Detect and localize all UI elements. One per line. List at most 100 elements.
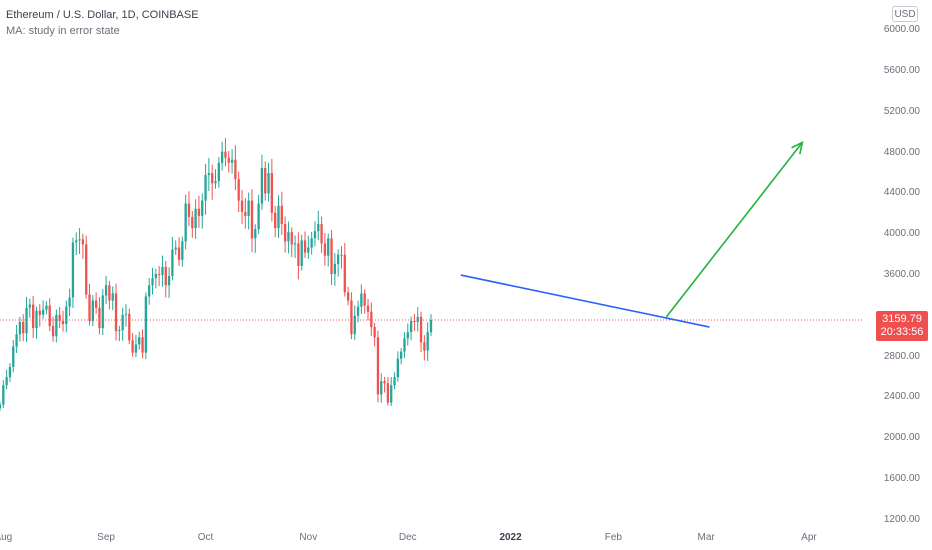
candle-body [370, 311, 373, 328]
y-tick-label: 5600.00 [883, 65, 920, 76]
candle [429, 314, 433, 336]
candle-body [197, 208, 201, 216]
candle [220, 141, 224, 171]
candle-body [5, 377, 8, 386]
candle-body [157, 274, 161, 276]
candle [303, 231, 307, 259]
x-tick-label: Aug [0, 532, 13, 543]
candle-body [201, 200, 204, 216]
candle-body [346, 292, 350, 301]
candle-body [181, 241, 184, 260]
candle-body [211, 173, 214, 184]
candle [131, 333, 134, 357]
candle-body [194, 208, 197, 229]
candle-body [12, 346, 15, 367]
trendline[interactable] [460, 274, 710, 328]
candle-body [373, 327, 376, 338]
candle [35, 306, 38, 339]
candle [373, 322, 376, 347]
candle-body [111, 293, 114, 301]
candle [55, 309, 58, 343]
candle-body [0, 404, 2, 409]
x-tick-label: Apr [801, 532, 817, 543]
candle [280, 191, 283, 235]
candle [363, 289, 366, 314]
candle [65, 300, 68, 333]
candle-body [118, 330, 121, 332]
candle [121, 307, 124, 341]
candle-body [217, 162, 220, 182]
candle [85, 235, 88, 299]
candle-body [124, 313, 128, 315]
candle-body [409, 320, 413, 333]
candle-body [28, 304, 31, 308]
candle [28, 298, 31, 318]
candle-body [65, 306, 68, 325]
study-status: MA: study in error state [6, 25, 120, 37]
last-price-tag: 3159.79 20:33:56 [876, 311, 928, 341]
x-tick-label: Nov [299, 532, 318, 543]
y-tick-label: 4000.00 [883, 228, 920, 240]
candle-body [356, 306, 360, 316]
arrow-head [791, 140, 804, 155]
candle-body [340, 254, 343, 256]
candle-body [184, 203, 187, 242]
candle-body [237, 179, 240, 201]
candle-body [380, 381, 383, 395]
candle-body [343, 254, 346, 293]
candle-body [363, 293, 366, 306]
candle-body [250, 200, 254, 239]
candle [227, 150, 230, 173]
candle [108, 280, 111, 310]
candle [18, 316, 22, 342]
candle [48, 298, 51, 332]
candle [337, 249, 340, 277]
candle-body [267, 173, 270, 194]
candle [81, 233, 85, 259]
x-tick-label: Mar [697, 532, 715, 543]
candle [204, 163, 207, 215]
candle-body [207, 173, 211, 176]
candle-body [330, 238, 333, 275]
candle [287, 221, 290, 254]
candle [31, 295, 35, 339]
candle-body [386, 383, 390, 403]
candle [174, 240, 177, 256]
candle [171, 236, 174, 281]
candle [350, 292, 353, 340]
candle-body [240, 200, 244, 212]
candle-body [131, 340, 134, 353]
candle [310, 231, 313, 255]
candle [406, 323, 409, 346]
candle-body [270, 173, 274, 213]
candle-body [413, 320, 416, 322]
candle-body [144, 296, 148, 353]
candle-body [396, 358, 400, 378]
candle [403, 332, 406, 358]
candle-body [230, 159, 234, 163]
candle-body [290, 232, 293, 245]
candle-body [58, 314, 61, 321]
candle [323, 233, 327, 266]
candle-body [257, 203, 260, 230]
candle-body [419, 316, 423, 343]
candle-body [114, 293, 118, 332]
candle-body [376, 337, 380, 395]
candle-body [227, 157, 230, 163]
candle [416, 307, 419, 332]
candle [386, 376, 390, 406]
y-tick-label: 2400.00 [883, 391, 920, 403]
candle-body [85, 244, 88, 295]
projection-arrow[interactable] [665, 140, 804, 318]
candle-body [61, 320, 65, 325]
candle [88, 283, 91, 326]
currency-badge[interactable]: USD [892, 6, 918, 22]
y-tick-label: 4800.00 [883, 146, 920, 158]
candle [191, 210, 194, 239]
candle-body [234, 159, 237, 180]
candle [144, 292, 148, 359]
candle [346, 286, 350, 306]
candle [234, 145, 237, 191]
candle-body [25, 307, 28, 334]
